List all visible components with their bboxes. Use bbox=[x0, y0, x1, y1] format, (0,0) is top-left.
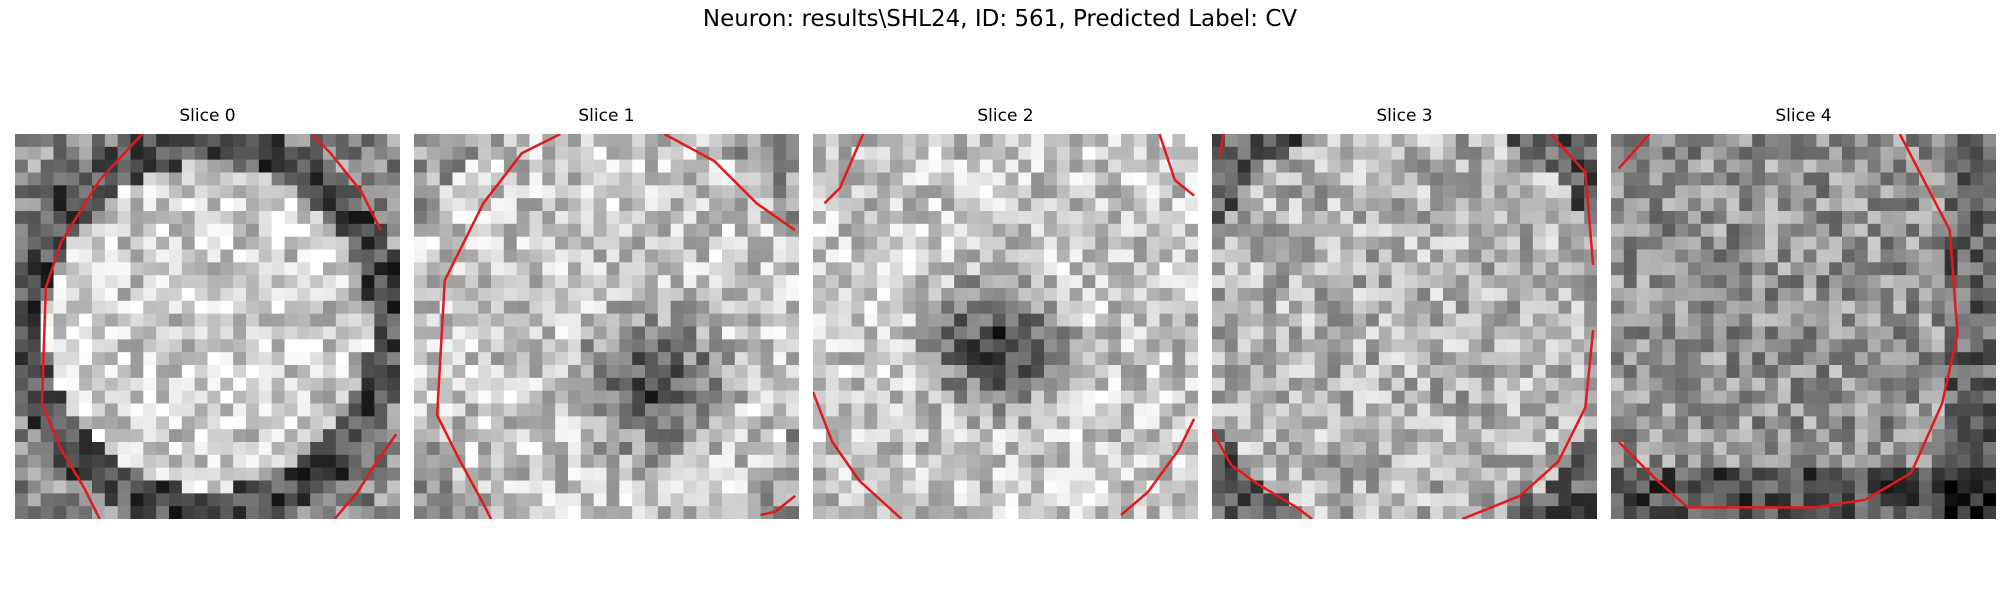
contour-line bbox=[1461, 330, 1595, 519]
contour-line bbox=[1617, 134, 1651, 170]
slice-image bbox=[414, 134, 799, 519]
slice-title: Slice 2 bbox=[977, 106, 1034, 126]
contour-line bbox=[310, 134, 382, 231]
slice-image bbox=[1212, 134, 1597, 519]
contour-line bbox=[1549, 134, 1595, 266]
contour-line bbox=[663, 134, 796, 232]
contour-line bbox=[813, 391, 903, 519]
contour-line bbox=[760, 494, 796, 517]
slice-title: Slice 4 bbox=[1775, 106, 1832, 126]
contour-line bbox=[435, 134, 561, 519]
contour-line bbox=[1617, 134, 1959, 509]
figure-title: Neuron: results\SHL24, ID: 561, Predicte… bbox=[702, 6, 1298, 32]
contour-line bbox=[1120, 418, 1196, 517]
slice-title: Slice 3 bbox=[1376, 106, 1433, 126]
contour-line bbox=[1212, 429, 1313, 519]
slice-image bbox=[813, 134, 1198, 519]
slice-title: Slice 0 bbox=[179, 106, 236, 126]
slice-image bbox=[1611, 134, 1996, 519]
slice-title: Slice 1 bbox=[578, 106, 635, 126]
slice-image bbox=[15, 134, 400, 519]
contour-line bbox=[40, 134, 144, 519]
contour-line bbox=[333, 433, 398, 519]
contour-line bbox=[823, 134, 865, 205]
contour-line bbox=[1218, 134, 1225, 158]
contour-line bbox=[1158, 134, 1195, 197]
